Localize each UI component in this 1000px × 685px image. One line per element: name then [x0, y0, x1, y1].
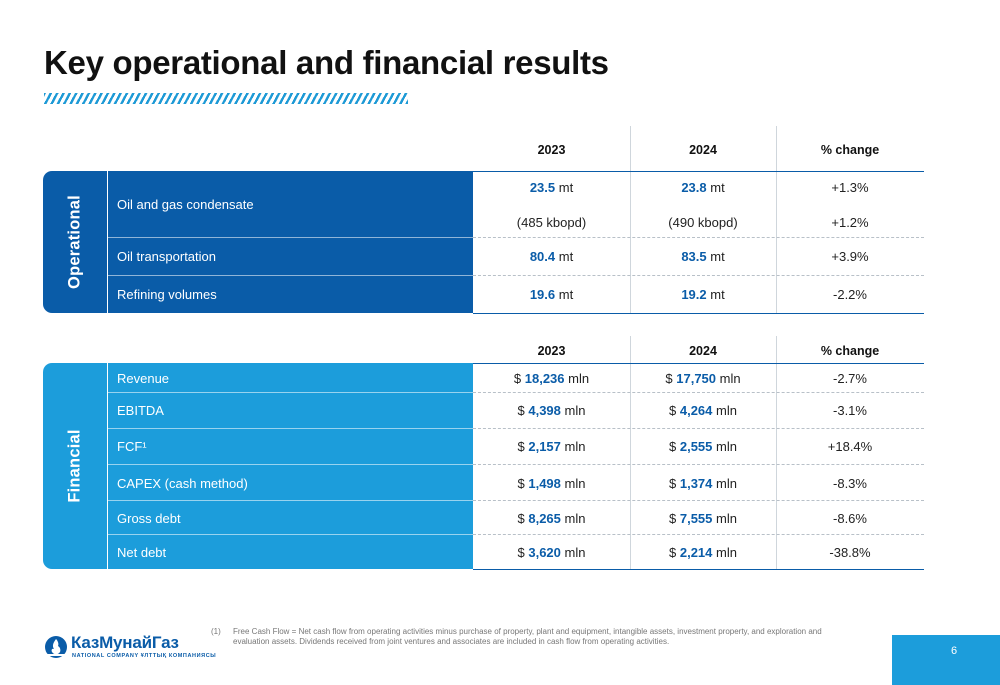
row-label: Oil and gas condensate — [117, 197, 254, 212]
column-divider — [630, 336, 631, 569]
page-number: 6 — [950, 645, 958, 657]
value-change: -38.8% — [829, 545, 871, 560]
value-2023: 23.5 mt — [529, 180, 574, 195]
row-label: FCF¹ — [117, 439, 147, 454]
sub-value-2023: (485 kbopd) — [516, 215, 587, 230]
value-change: -3.1% — [833, 403, 867, 418]
row-divider — [107, 534, 473, 535]
row-divider — [473, 534, 924, 535]
row-label: Gross debt — [117, 511, 181, 526]
value-2023: $ 18,236 mln — [513, 371, 590, 386]
decorative-stripes — [44, 93, 408, 104]
value-2024: $ 1,374 mln — [669, 476, 737, 491]
column-divider — [776, 126, 777, 313]
row-divider — [107, 428, 473, 429]
logo-wordmark: КазМунайГаз — [71, 633, 179, 652]
value-change: +1.3% — [831, 180, 869, 195]
row-divider — [107, 275, 473, 276]
value-2024: $ 17,750 mln — [665, 371, 741, 386]
financial-label-column — [107, 363, 473, 569]
row-divider — [473, 275, 924, 276]
operational-side-label: Operational — [43, 171, 107, 313]
table-bottom-rule — [473, 313, 924, 314]
header-2024: 2024 — [689, 344, 717, 358]
row-divider — [473, 500, 924, 501]
value-2023: $ 2,157 mln — [517, 439, 586, 454]
value-2024: $ 7,555 mln — [669, 511, 737, 526]
row-divider — [473, 428, 924, 429]
value-2024: 23.8 mt — [681, 180, 725, 195]
table-top-rule — [473, 363, 924, 364]
footnote-text: Free Cash Flow = Net cash flow from oper… — [233, 627, 822, 646]
row-divider — [107, 237, 473, 238]
header-2024: 2024 — [689, 143, 717, 157]
operational-label-column — [107, 171, 473, 313]
page-number-box: 6 — [892, 635, 1000, 685]
row-label: CAPEX (cash method) — [117, 476, 248, 491]
header-change: % change — [820, 143, 880, 157]
column-divider — [630, 126, 631, 313]
value-change: +3.9% — [831, 249, 869, 264]
row-label: EBITDA — [117, 403, 164, 418]
value-change: -8.3% — [833, 476, 867, 491]
footnote-index: (1) — [211, 627, 221, 636]
value-2024: $ 4,264 mln — [669, 403, 737, 418]
page-title: Key operational and financial results — [44, 44, 609, 81]
row-divider — [473, 464, 924, 465]
row-label: Oil transportation — [117, 249, 216, 264]
value-change: -2.7% — [833, 371, 867, 386]
header-change: % change — [820, 344, 880, 358]
row-divider — [107, 464, 473, 465]
row-divider — [107, 500, 473, 501]
row-label: Refining volumes — [117, 287, 217, 302]
operational-side-text: Operational — [65, 195, 84, 289]
value-2023: 80.4 mt — [529, 249, 574, 264]
logo-tagline: NATIONAL COMPANY ҰЛТТЫҚ КОМПАНИЯСЫ — [72, 653, 217, 659]
value-2023: 19.6 mt — [529, 287, 574, 302]
value-2023: $ 1,498 mln — [517, 476, 586, 491]
value-2024: $ 2,214 mln — [669, 545, 737, 560]
value-2024: 83.5 mt — [681, 249, 725, 264]
value-change: -8.6% — [833, 511, 867, 526]
row-label: Net debt — [117, 545, 167, 560]
financial-side-label: Financial — [43, 363, 107, 569]
sub-value-change: +1.2% — [831, 215, 869, 230]
table-bottom-rule — [473, 569, 924, 570]
value-2023: $ 4,398 mln — [517, 403, 586, 418]
column-divider — [776, 336, 777, 569]
row-divider — [107, 392, 473, 393]
row-label: Revenue — [117, 371, 170, 386]
header-2023: 2023 — [537, 143, 566, 157]
value-2024: $ 2,555 mln — [669, 439, 737, 454]
sub-value-2024: (490 kbopd) — [668, 215, 738, 230]
row-divider — [473, 392, 924, 393]
value-2023: $ 8,265 mln — [517, 511, 586, 526]
table-top-rule — [473, 171, 924, 172]
value-2023: $ 3,620 mln — [517, 545, 586, 560]
header-2023: 2023 — [537, 344, 566, 358]
value-2024: 19.2 mt — [681, 287, 725, 302]
value-change: -2.2% — [833, 287, 867, 302]
flame-globe-icon — [45, 636, 67, 658]
row-divider — [473, 237, 924, 238]
financial-side-text: Financial — [65, 429, 84, 503]
value-change: +18.4% — [827, 439, 873, 454]
